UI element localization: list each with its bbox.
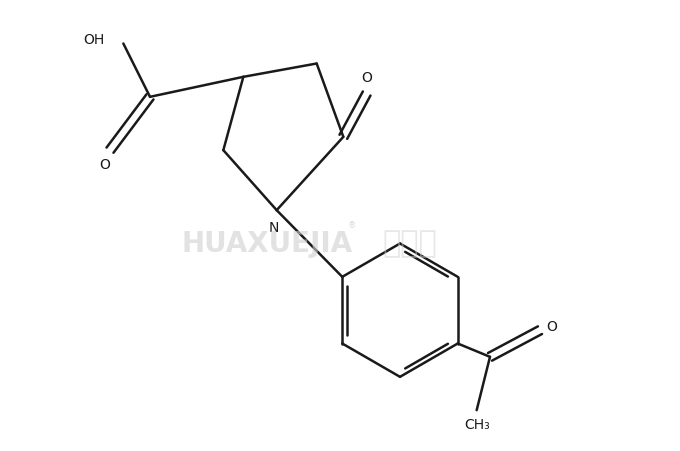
Text: HUAXUEJIA: HUAXUEJIA [181,230,352,258]
Text: OH: OH [84,33,105,47]
Text: O: O [547,320,558,334]
Text: CH₃: CH₃ [464,418,490,432]
Text: O: O [99,158,110,172]
Text: N: N [268,221,279,235]
Text: 化学加: 化学加 [383,229,437,258]
Text: O: O [361,72,372,86]
Text: ®: ® [348,221,356,230]
